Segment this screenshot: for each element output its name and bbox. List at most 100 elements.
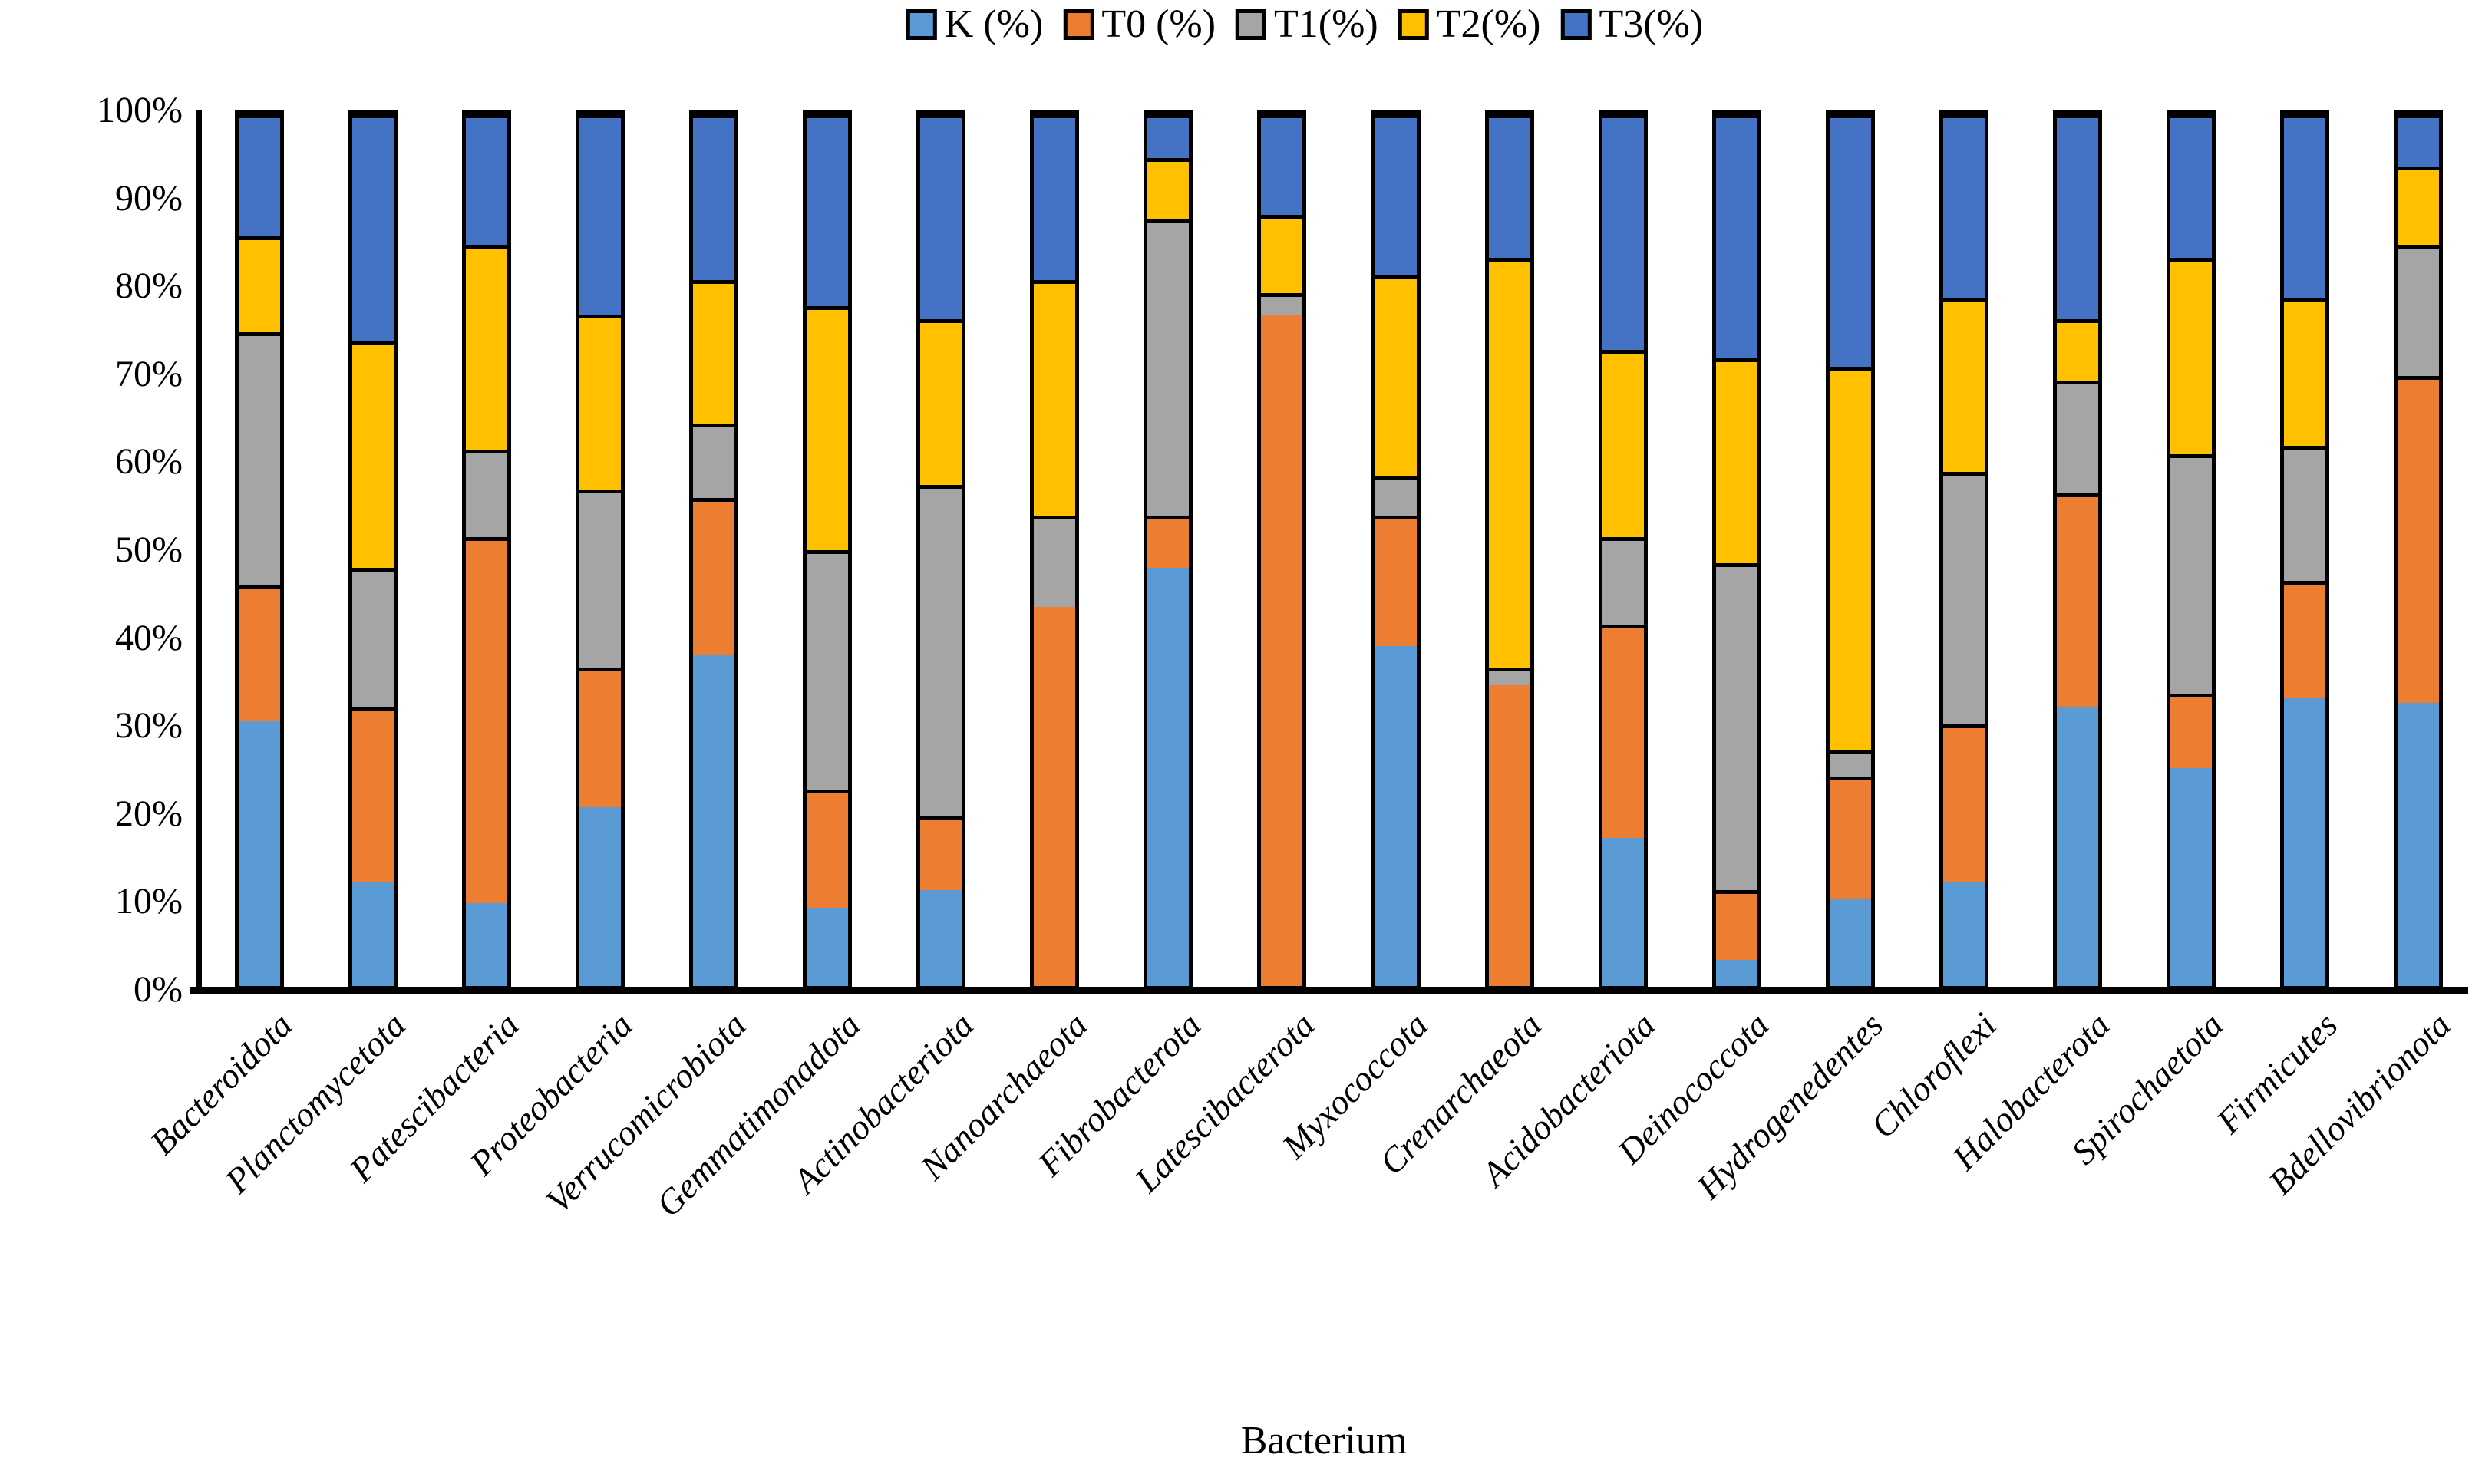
bar-segment-T2 — [1261, 214, 1303, 293]
bar-segment-T1 — [239, 332, 280, 585]
bar-segment-K — [2056, 707, 2098, 986]
bar-segment-T1 — [579, 489, 622, 668]
bar-Bdellovibrionota — [2393, 110, 2443, 990]
bar-segment-K — [1147, 567, 1190, 986]
bar-segment-T3 — [1488, 114, 1530, 259]
bar-Patescibacteria — [462, 110, 512, 990]
bar-segment-T3 — [1034, 114, 1076, 280]
bar-segment-T3 — [1147, 114, 1190, 158]
legend-label: T1(%) — [1274, 2, 1378, 46]
bar-segment-K — [2283, 698, 2325, 986]
bar-segment-T1 — [1261, 292, 1303, 315]
bar-segment-K — [1829, 899, 1871, 986]
bar-segment-K — [466, 903, 508, 986]
bar-segment-T1 — [1375, 476, 1417, 516]
bar-segment-T0 — [2283, 580, 2325, 699]
bar-segment-T1 — [1942, 471, 1985, 725]
legend-label: T3(%) — [1599, 2, 1704, 46]
bar-segment-T0 — [2397, 375, 2439, 703]
bar-Halobacterota — [2052, 110, 2102, 990]
y-tick-label: 80% — [115, 265, 183, 307]
bar-Acidobacteriota — [1598, 110, 1648, 990]
bar-segment-T3 — [2397, 114, 2439, 167]
bar-segment-T0 — [693, 497, 735, 655]
bar-Deinococcota — [1711, 110, 1761, 990]
x-category-label: Gemmatimonadota — [648, 1004, 868, 1225]
bar-segment-T1 — [1829, 750, 1871, 777]
y-tick-label: 0% — [134, 969, 183, 1010]
legend-item-1: K (%) — [906, 5, 1043, 45]
bar-Planctomycetota — [348, 110, 398, 990]
bar-segment-K — [693, 655, 735, 986]
bar-segment-T2 — [2170, 258, 2212, 455]
bar-segment-T2 — [1488, 258, 1530, 668]
legend-swatch-icon — [1063, 9, 1094, 40]
bar-Myxococcota — [1371, 110, 1421, 990]
bar-segment-T1 — [352, 567, 394, 707]
bar-segment-T1 — [1715, 563, 1757, 891]
bar-segment-T2 — [2283, 297, 2325, 446]
bar-segment-T0 — [1375, 515, 1417, 646]
legend-label: T0 (%) — [1101, 2, 1216, 46]
bar-segment-T2 — [466, 245, 508, 450]
legend-item-5: T3(%) — [1560, 5, 1703, 45]
bar-Nanoarchaeota — [1030, 110, 1080, 990]
bar-segment-T2 — [807, 305, 849, 551]
bar-segment-T3 — [693, 114, 735, 280]
bar-Proteobacteria — [576, 110, 625, 990]
bar-segment-T0 — [1715, 890, 1757, 960]
y-tick-label: 100% — [97, 90, 183, 130]
bar-segment-T3 — [466, 114, 508, 246]
bar-segment-T2 — [1829, 367, 1871, 751]
bar-segment-T0 — [579, 668, 622, 808]
bar-Bacteroidota — [235, 110, 284, 990]
bar-segment-T1 — [2056, 380, 2098, 494]
bar-Hydrogenedentes — [1825, 110, 1875, 990]
bar-Actinobacteriota — [916, 110, 966, 990]
bar-segment-T2 — [1715, 358, 1757, 564]
bar-segment-T2 — [920, 319, 962, 485]
bar-segment-K — [1715, 959, 1757, 986]
bar-segment-T3 — [239, 114, 280, 237]
bar-segment-T2 — [1375, 275, 1417, 477]
legend-swatch-icon — [1398, 9, 1429, 40]
x-category-label: Verrucomicrobiota — [538, 1004, 754, 1221]
legend-swatch-icon — [1236, 9, 1267, 40]
legend-item-3: T1(%) — [1236, 5, 1378, 45]
bar-segment-T3 — [807, 114, 849, 306]
y-axis-line — [196, 110, 202, 993]
bar-segment-T2 — [2056, 318, 2098, 381]
bar-segment-T3 — [352, 114, 394, 341]
bar-segment-T0 — [1488, 685, 1530, 986]
chart-legend: K (%) T0 (%) T1(%) T2(%) T3(%) — [906, 5, 1703, 45]
bar-segment-T2 — [1034, 279, 1076, 516]
bar-segment-T0 — [2056, 493, 2098, 707]
bar-Gemmatimonadota — [803, 110, 853, 990]
y-tick-label: 70% — [115, 353, 183, 394]
bar-Chloroflexi — [1939, 110, 1988, 990]
bar-segment-K — [920, 890, 962, 986]
bar-segment-T1 — [1034, 515, 1076, 607]
bar-segment-T0 — [1147, 515, 1190, 568]
bar-segment-T1 — [1488, 668, 1530, 686]
x-axis-line — [190, 987, 2468, 994]
bar-segment-K — [1602, 837, 1644, 986]
bar-segment-T0 — [1829, 777, 1871, 899]
bar-segment-T0 — [1942, 724, 1985, 882]
bar-segment-T2 — [239, 236, 280, 333]
bar-segment-T0 — [239, 585, 280, 721]
bar-segment-T1 — [1602, 536, 1644, 625]
bar-segment-K — [352, 881, 394, 986]
bar-segment-T3 — [1261, 114, 1303, 215]
bar-segment-T1 — [2283, 445, 2325, 581]
y-tick-label: 20% — [115, 793, 183, 834]
bar-segment-K — [1375, 645, 1417, 986]
y-tick-label: 30% — [115, 705, 183, 747]
bar-segment-T2 — [2397, 167, 2439, 246]
bar-segment-T3 — [1602, 114, 1644, 350]
bar-segment-T1 — [2170, 454, 2212, 694]
legend-item-2: T0 (%) — [1063, 5, 1216, 45]
bar-segment-K — [2170, 768, 2212, 986]
bar-Firmicutes — [2279, 110, 2329, 990]
